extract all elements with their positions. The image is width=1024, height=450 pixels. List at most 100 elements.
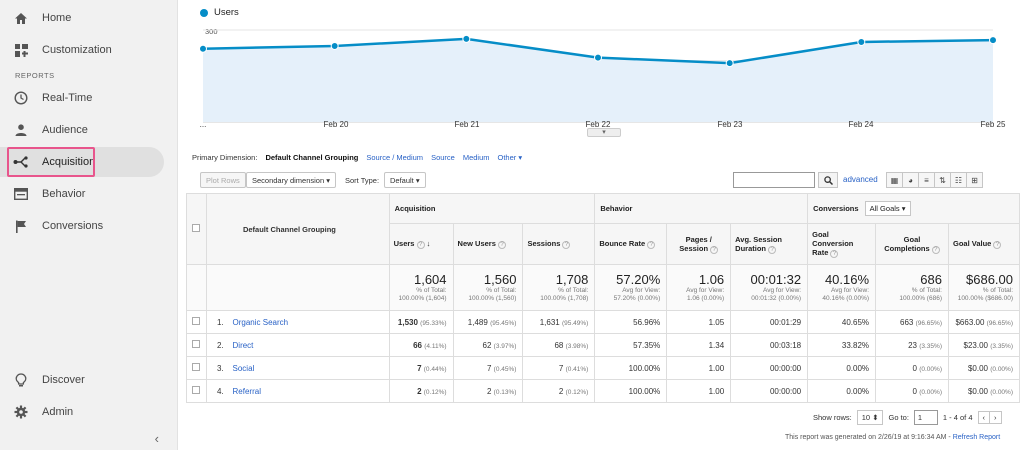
users-value: 66 [413,340,423,350]
users-pct: (95.33%) [420,319,447,327]
users-line-chart[interactable] [0,0,1024,140]
primary-dimension-label: Primary Dimension: [192,153,258,162]
dimension-header[interactable]: Default Channel Grouping [205,193,390,265]
col-label: Sessions [527,239,561,248]
help-icon[interactable]: ? [993,241,1002,249]
advanced-filter-link[interactable]: advanced [843,175,878,184]
users-pct: (0.44%) [423,365,447,373]
row-checkbox[interactable] [192,340,201,348]
select-all-cell[interactable] [186,193,207,265]
dimension-option-source-medium[interactable]: Source / Medium [366,153,424,162]
channel-link[interactable]: Organic Search [232,317,289,327]
sidebar-item-behavior[interactable]: Behavior [0,179,178,209]
table-view-icon[interactable]: ▦ [886,172,903,188]
channel-link[interactable]: Referral [232,386,261,396]
primary-dimension-selected[interactable]: Default Channel Grouping [265,153,359,162]
channel-link[interactable]: Direct [232,340,254,350]
goal-value: $23.00 [963,340,988,350]
total-sub: 57.20% (0.00%) [613,295,661,302]
dimension-option-medium[interactable]: Medium [462,153,490,162]
total-sub: 100.00% (1,560) [468,295,517,302]
row-checkbox[interactable] [192,317,201,325]
sidebar-item-realtime[interactable]: Real-Time [0,83,178,113]
sidebar-item-admin[interactable]: Admin [0,397,178,427]
help-icon[interactable]: ? [710,245,719,254]
sidebar-item-conversions[interactable]: Conversions [0,211,178,241]
sidebar-item-label: Admin [42,406,74,418]
show-rows-select[interactable]: 10 ⬍ [856,410,884,425]
help-icon[interactable]: ? [931,245,940,254]
total-value: 1,708 [555,272,589,287]
help-icon[interactable]: ? [647,241,656,249]
sidebar-item-customization[interactable]: Customization [0,35,178,65]
sort-type-select[interactable]: Default ▾ [384,172,426,188]
col-header-pages-session[interactable]: Pages / Session ? [666,223,732,265]
performance-view-icon[interactable]: ≡ [918,172,935,188]
primary-dimension-bar: Primary Dimension: Default Channel Group… [192,153,522,162]
conv-rate-value: 0.00% [846,363,870,373]
term-cloud-icon[interactable]: ☷ [950,172,967,188]
sidebar-item-audience[interactable]: Audience [0,115,178,145]
pivot-view-icon[interactable]: ⊞ [966,172,983,188]
table-row[interactable]: 3. Social 7 (0.44%) 7 (0.45%) 7 (0.41%) 100.… [186,356,1021,380]
completions-value: 0 [912,363,917,373]
collapse-sidebar-icon[interactable]: ‹ [154,431,159,446]
plot-rows-button[interactable]: Plot Rows [200,172,246,188]
data-point[interactable] [989,36,997,45]
data-point[interactable] [725,59,734,68]
total-sub: Avg for View: [763,287,802,294]
sidebar-item-acquisition[interactable]: Acquisition [0,147,164,177]
next-page-icon[interactable]: › [989,411,1002,424]
data-point[interactable] [857,37,866,46]
select-all-checkbox[interactable] [192,224,201,232]
col-header-goal-completions[interactable]: Goal Completions ? [875,223,949,265]
page-range: 1 - 4 of 4 [942,413,973,422]
channel-link[interactable]: Social [232,363,255,373]
help-icon[interactable]: ? [830,250,839,258]
col-header-users[interactable]: Users ? ↓ [388,223,454,265]
chart-resize-handle[interactable]: ▾ [587,128,621,137]
comparison-view-icon[interactable]: ⇅ [934,172,951,188]
search-icon[interactable] [818,172,838,188]
table-row[interactable]: 1. Organic Search 1,530 (95.33%) 1,489 (95… [186,310,1021,334]
dimension-option-other[interactable]: Other ▾ [497,153,523,162]
data-point[interactable] [462,34,471,43]
sessions-value: 2 [558,386,564,396]
chart-legend[interactable]: Users [200,7,239,18]
table-row[interactable]: 2. Direct 66 (4.11%) 62 (3.97%) 68 (3.98%) 5… [186,333,1021,357]
col-header-goal-value[interactable]: Goal Value ? [947,223,1021,265]
data-point[interactable] [330,41,339,50]
col-label: Bounce Rate [599,239,646,248]
total-sub: 100.00% ($686.00) [957,295,1013,302]
view-switcher: ▦ ◕ ≡ ⇅ ☷ ⊞ [886,172,983,188]
refresh-report-link[interactable]: Refresh Report [952,434,1001,441]
sidebar-item-discover[interactable]: Discover [0,365,178,395]
col-header-bounce-rate[interactable]: Bounce Rate ? [594,223,668,265]
help-icon[interactable]: ? [562,241,571,249]
row-checkbox[interactable] [192,386,201,394]
table-row[interactable]: 4. Referral 2 (0.12%) 2 (0.13%) 2 (0.12%) 10… [186,379,1021,403]
help-icon[interactable]: ? [416,241,425,249]
pages-session-value: 1.00 [708,363,725,373]
duration-value: 00:03:18 [769,340,802,350]
goal-select[interactable]: All Goals ▾ [864,201,911,216]
person-icon [12,121,30,139]
data-point[interactable] [199,44,207,53]
table-search-input[interactable] [733,172,815,188]
col-header-goal-conv-rate[interactable]: Goal Conversion Rate ? [807,223,877,265]
secondary-dimension-select[interactable]: Secondary dimension ▾ [246,172,336,188]
total-sub: 1.06 (0.00%) [686,295,725,302]
col-header-avg-duration[interactable]: Avg. Session Duration ? [730,223,809,265]
goto-input[interactable]: 1 [913,410,938,425]
help-icon[interactable]: ? [768,245,777,254]
help-icon[interactable]: ? [497,241,506,249]
pie-view-icon[interactable]: ◕ [902,172,919,188]
sort-desc-icon: ↓ [426,239,431,248]
sidebar-item-home[interactable]: Home [0,3,178,33]
dimension-option-source[interactable]: Source [431,153,455,162]
row-checkbox[interactable] [192,363,201,371]
col-header-new-users[interactable]: New Users ? [452,223,524,265]
sessions-value: 68 [554,340,564,350]
col-header-sessions[interactable]: Sessions ? [522,223,596,265]
data-point[interactable] [594,53,602,62]
